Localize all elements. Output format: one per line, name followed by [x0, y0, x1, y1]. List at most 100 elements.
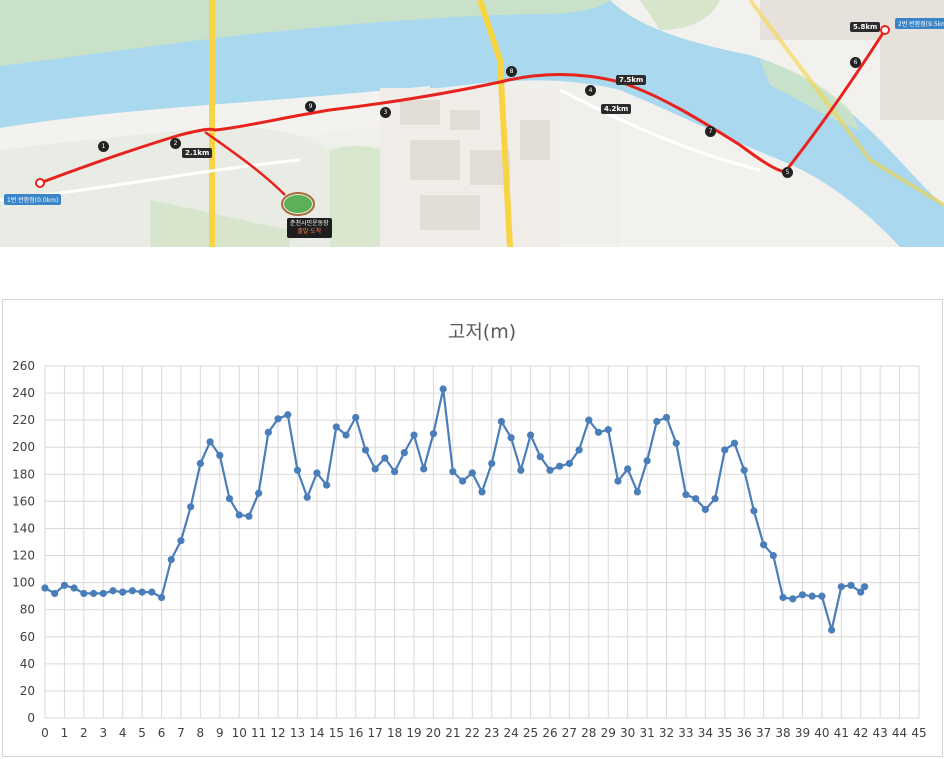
elevation-point	[381, 454, 389, 462]
y-tick-label: 80	[20, 603, 35, 617]
elevation-point	[323, 481, 331, 489]
y-tick-label: 40	[20, 657, 35, 671]
elevation-point	[80, 589, 88, 598]
route-line	[39, 29, 887, 185]
x-tick-label: 0	[41, 726, 49, 740]
elevation-point	[332, 423, 340, 431]
elevation-point	[750, 507, 758, 515]
stadium-label: 춘천시민운동장 출발·도착	[287, 218, 332, 238]
turnaround-point-label: 2번 반환점(9.5km)	[895, 18, 944, 29]
elevation-point	[594, 428, 603, 436]
x-tick-label: 3	[99, 726, 107, 740]
elevation-point	[148, 588, 156, 596]
section-number: 7	[705, 126, 716, 137]
elevation-point	[400, 449, 408, 457]
elevation-point	[585, 416, 593, 424]
elevation-point	[410, 431, 418, 439]
elevation-point	[837, 583, 845, 591]
elevation-point	[439, 385, 447, 393]
y-tick-label: 0	[27, 711, 35, 725]
distance-marker: 5.8km	[850, 22, 881, 32]
elevation-point	[361, 446, 370, 454]
elevation-point	[293, 466, 302, 474]
elevation-point	[546, 466, 554, 474]
elevation-point	[313, 469, 321, 477]
elevation-point	[828, 626, 836, 634]
elevation-point	[818, 592, 826, 600]
x-tick-label: 38	[775, 726, 790, 740]
elevation-point	[497, 417, 506, 426]
elevation-point	[187, 503, 195, 511]
x-tick-label: 37	[756, 726, 771, 740]
elevation-point	[342, 431, 350, 439]
elevation-point	[478, 488, 486, 496]
x-tick-label: 45	[911, 726, 926, 740]
x-tick-label: 24	[503, 726, 518, 740]
elevation-point	[216, 451, 224, 459]
x-tick-label: 42	[853, 726, 868, 740]
elevation-point	[255, 489, 263, 497]
section-number: 9	[305, 101, 316, 112]
elevation-point	[847, 581, 855, 589]
x-tick-label: 32	[659, 726, 674, 740]
elevation-point	[565, 459, 574, 468]
elevation-point	[245, 512, 253, 520]
x-tick-label: 44	[892, 726, 907, 740]
elevation-point	[177, 537, 185, 545]
elevation-point	[730, 439, 739, 447]
x-tick-label: 29	[601, 726, 616, 740]
x-tick-label: 15	[329, 726, 344, 740]
elevation-point	[653, 417, 661, 426]
elevation-point	[60, 581, 69, 589]
x-tick-label: 6	[158, 726, 166, 740]
elevation-point	[109, 587, 117, 595]
section-number: 5	[782, 167, 793, 178]
y-tick-label: 60	[20, 630, 35, 644]
elevation-point	[740, 466, 748, 474]
x-tick-label: 22	[465, 726, 480, 740]
elevation-point	[779, 593, 787, 602]
elevation-point	[614, 477, 622, 485]
elevation-point	[672, 439, 680, 447]
y-tick-label: 200	[12, 440, 35, 454]
elevation-point	[371, 465, 379, 473]
x-tick-label: 13	[290, 726, 305, 740]
section-number: 4	[585, 85, 596, 96]
y-tick-label: 100	[12, 576, 35, 590]
elevation-point	[624, 465, 632, 473]
start-point-label: 1번 반환점(0.0km)	[4, 194, 62, 205]
y-tick-label: 240	[12, 386, 35, 400]
x-tick-label: 23	[484, 726, 499, 740]
x-tick-label: 34	[698, 726, 713, 740]
distance-marker: 4.2km	[601, 104, 632, 114]
elevation-point	[701, 505, 709, 514]
x-tick-label: 11	[251, 726, 266, 740]
x-tick-label: 19	[406, 726, 421, 740]
section-number: 1	[98, 141, 109, 152]
elevation-point	[157, 593, 166, 602]
elevation-point	[119, 588, 127, 596]
x-tick-label: 39	[795, 726, 810, 740]
x-tick-label: 28	[581, 726, 596, 740]
x-tick-label: 35	[717, 726, 732, 740]
elevation-point	[235, 511, 243, 519]
x-tick-label: 4	[119, 726, 127, 740]
elevation-chart: 고저(m) 0 20 40 60 80 100 120 140 160 180 200 220 240 26…	[2, 299, 943, 757]
chart-title: 고저(m)	[448, 321, 516, 343]
x-tick-label: 7	[177, 726, 185, 740]
elevation-point	[556, 462, 564, 470]
elevation-point	[633, 488, 641, 496]
y-tick-label: 180	[12, 467, 35, 481]
x-tick-label: 14	[309, 726, 324, 740]
elevation-point	[760, 541, 768, 549]
elevation-point	[468, 469, 476, 477]
x-tick-label: 43	[873, 726, 888, 740]
elevation-line	[44, 387, 866, 632]
elevation-point	[662, 413, 671, 422]
y-tick-label: 260	[12, 359, 35, 373]
elevation-point	[391, 468, 399, 476]
elevation-point	[711, 495, 719, 503]
y-tick-label: 160	[12, 494, 35, 508]
x-tick-label: 31	[639, 726, 654, 740]
x-tick-label: 1	[61, 726, 69, 740]
